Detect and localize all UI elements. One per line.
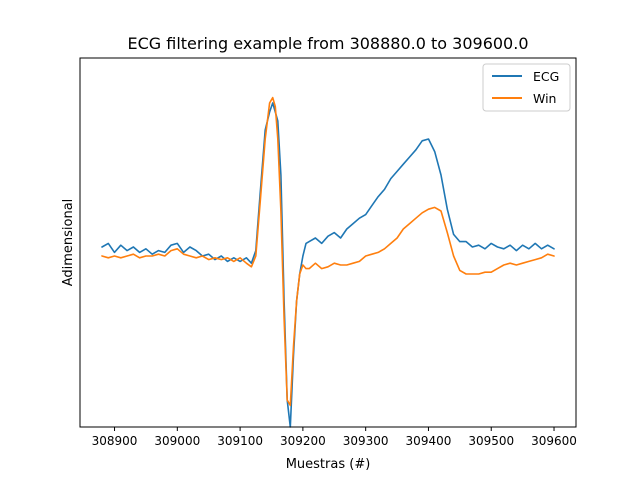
series-layer	[101, 96, 555, 428]
legend-label-ecg: ECG	[533, 69, 559, 84]
axes-frame	[79, 57, 577, 428]
x-tick-label: 308900	[92, 434, 138, 448]
x-tick-label: 309200	[280, 434, 326, 448]
x-tick-label: 309000	[154, 434, 200, 448]
x-tick-label: 309500	[468, 434, 514, 448]
x-tick-label: 309300	[343, 434, 389, 448]
x-tick-label: 309600	[531, 434, 577, 448]
axes-background	[80, 58, 576, 427]
legend-label-win: Win	[533, 91, 556, 106]
y-axis-label: Adimensional	[61, 199, 76, 287]
x-axis-label: Muestras (#)	[286, 457, 371, 472]
plot-area	[79, 57, 577, 428]
legend: ECG Win	[482, 63, 571, 112]
series-line-win	[101, 96, 555, 407]
series-line-ecg	[101, 102, 555, 428]
x-tick-label: 309400	[406, 434, 452, 448]
x-axis-ticks: 308900 309000 309100 309200 309300 309400 3095…	[92, 427, 577, 448]
x-tick-label: 309100	[217, 434, 263, 448]
chart-title: ECG filtering example from 308880.0 to 3…	[127, 34, 528, 53]
